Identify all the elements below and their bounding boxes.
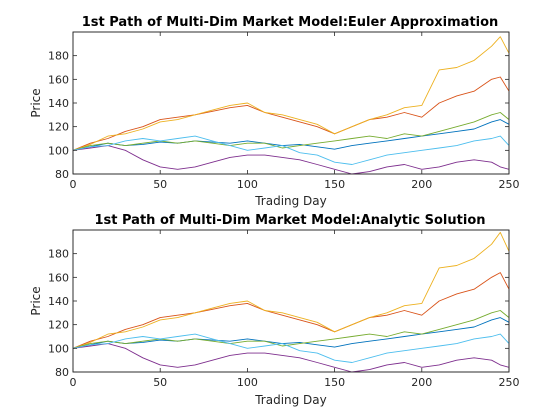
x-tick-label: 100 <box>237 178 258 191</box>
y-tick-label: 80 <box>55 168 69 181</box>
y-axis-ticks: 80 100 120 140 160 180 <box>48 248 509 379</box>
y-tick-label: 80 <box>55 366 69 379</box>
x-tick-label: 0 <box>70 376 77 389</box>
chart-title: 1st Path of Multi-Dim Market Model:Analy… <box>94 213 485 228</box>
plot-area <box>72 31 510 175</box>
y-tick-label: 120 <box>48 319 69 332</box>
series-line-5 <box>72 310 510 349</box>
y-axis-label: Price <box>29 88 43 117</box>
y-axis-label: Price <box>29 286 43 315</box>
series-line-3 <box>72 231 510 349</box>
series-line-1 <box>72 119 510 151</box>
x-tick-label: 150 <box>324 178 345 191</box>
x-axis-label: Trading Day <box>254 393 327 407</box>
x-axis-label: Trading Day <box>254 194 327 208</box>
series-line-3 <box>72 36 510 151</box>
series-group <box>72 36 510 175</box>
x-tick-label: 50 <box>153 178 167 191</box>
y-tick-label: 160 <box>48 73 69 86</box>
x-tick-label: 50 <box>153 376 167 389</box>
series-line-5 <box>72 112 510 151</box>
y-tick-label: 120 <box>48 121 69 134</box>
series-line-6 <box>72 135 510 165</box>
chart-title: 1st Path of Multi-Dim Market Model:Euler… <box>82 15 499 30</box>
subplot-analytic: 1st Path of Multi-Dim Market Model:Analy… <box>29 213 520 407</box>
series-line-2 <box>72 272 510 349</box>
series-group <box>72 231 510 373</box>
x-tick-label: 200 <box>411 178 432 191</box>
x-tick-label: 100 <box>237 376 258 389</box>
y-tick-label: 180 <box>48 248 69 261</box>
x-axis-ticks: 0 50 100 150 200 250 <box>70 32 520 191</box>
x-tick-label: 0 <box>70 178 77 191</box>
y-axis-ticks: 80 100 120 140 160 180 <box>48 50 509 181</box>
x-tick-label: 250 <box>499 178 520 191</box>
y-tick-label: 100 <box>48 144 69 157</box>
series-line-6 <box>72 333 510 363</box>
y-tick-label: 140 <box>48 97 69 110</box>
x-axis-ticks: 0 50 100 150 200 250 <box>70 230 520 389</box>
y-tick-label: 140 <box>48 295 69 308</box>
y-tick-label: 180 <box>48 50 69 63</box>
series-line-4 <box>72 145 510 175</box>
x-tick-label: 150 <box>324 376 345 389</box>
series-line-2 <box>72 76 510 151</box>
series-line-1 <box>72 317 510 349</box>
y-tick-label: 160 <box>48 271 69 284</box>
y-tick-label: 100 <box>48 342 69 355</box>
x-tick-label: 200 <box>411 376 432 389</box>
subplot-euler: 1st Path of Multi-Dim Market Model:Euler… <box>29 15 520 208</box>
plot-area <box>72 229 510 373</box>
x-tick-label: 250 <box>499 376 520 389</box>
series-line-4 <box>72 343 510 373</box>
